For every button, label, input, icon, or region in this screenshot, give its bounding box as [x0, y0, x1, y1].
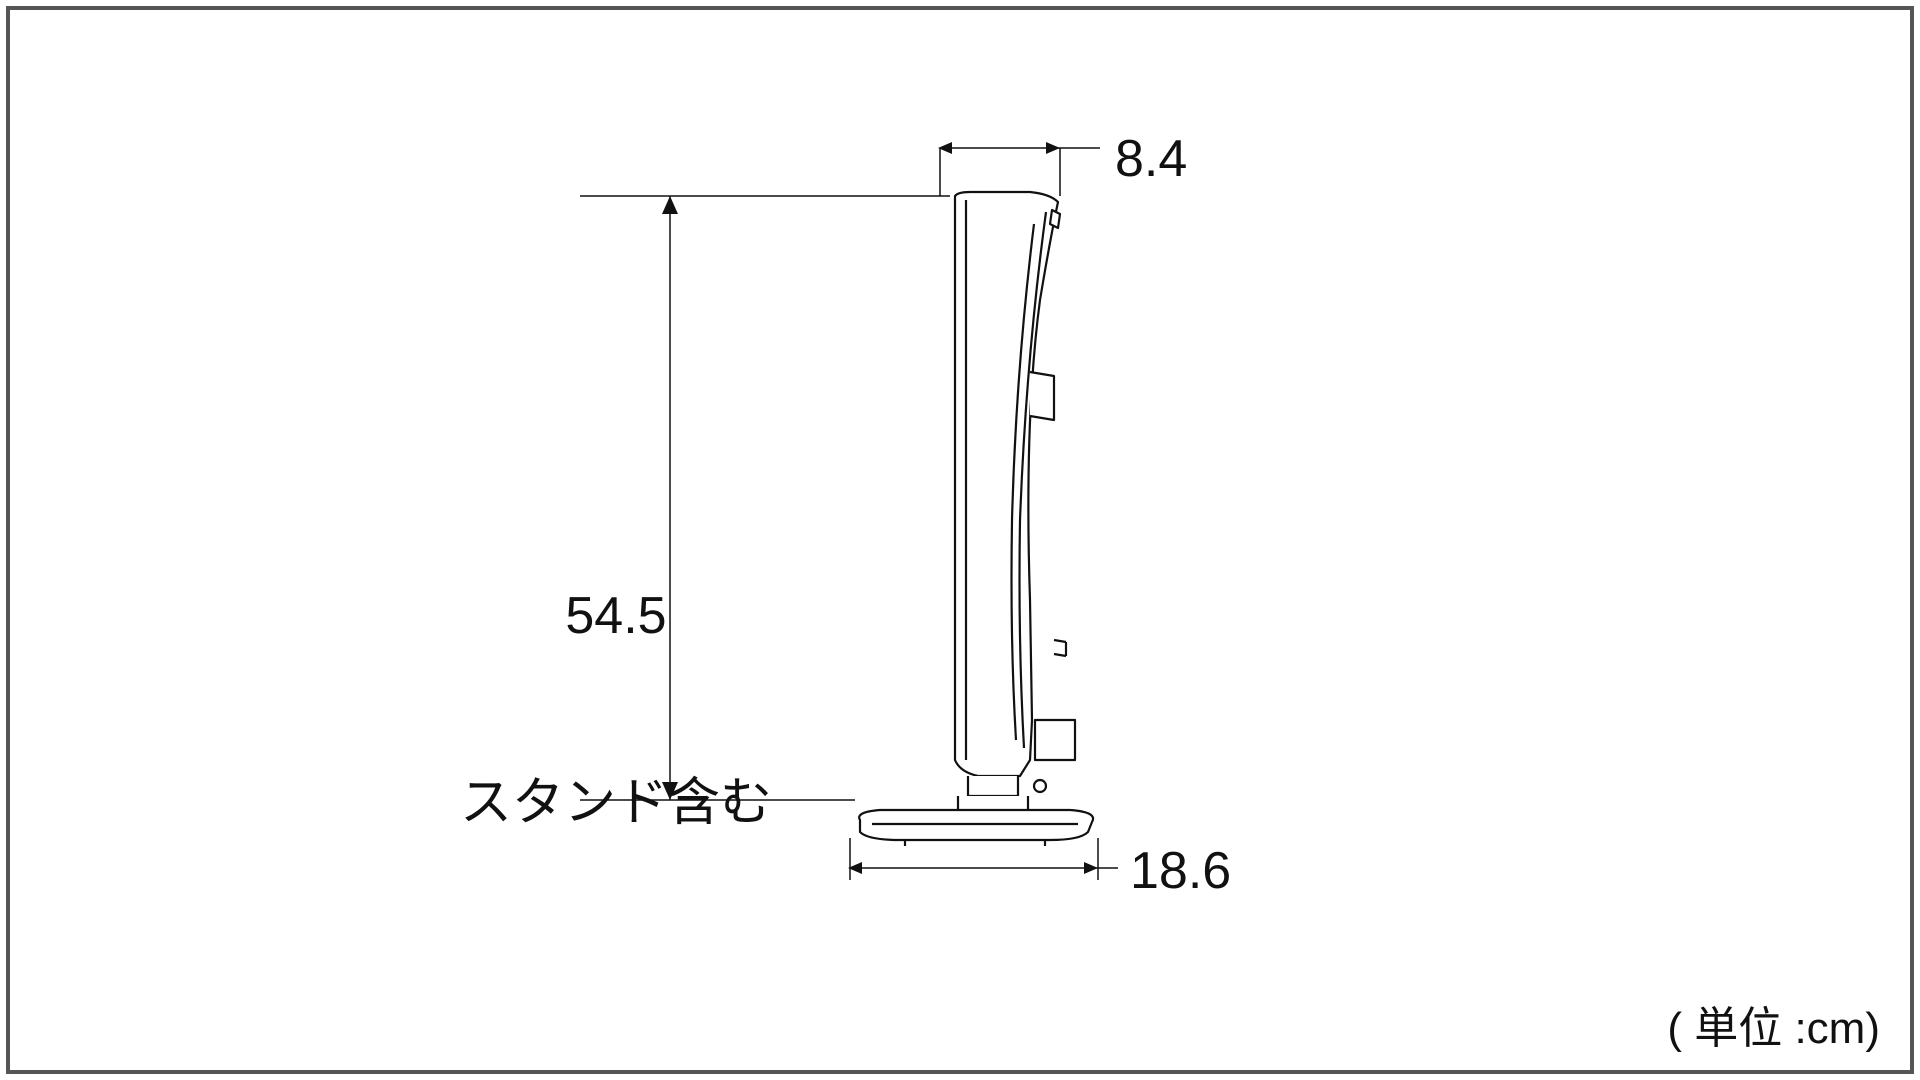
product-outline: [859, 192, 1093, 846]
dim-height-block: 54.5 スタンド含む: [460, 460, 772, 897]
dim-height-value: 54.5: [460, 585, 772, 647]
unit-note: ( 単位 :cm): [1667, 992, 1880, 1056]
dim-height-sublabel: スタンド含む: [460, 772, 772, 834]
dimension-drawing: [0, 0, 1920, 1080]
dim-top-width-value: 8.4: [1115, 128, 1187, 190]
dim-base-width-value: 18.6: [1130, 840, 1231, 902]
